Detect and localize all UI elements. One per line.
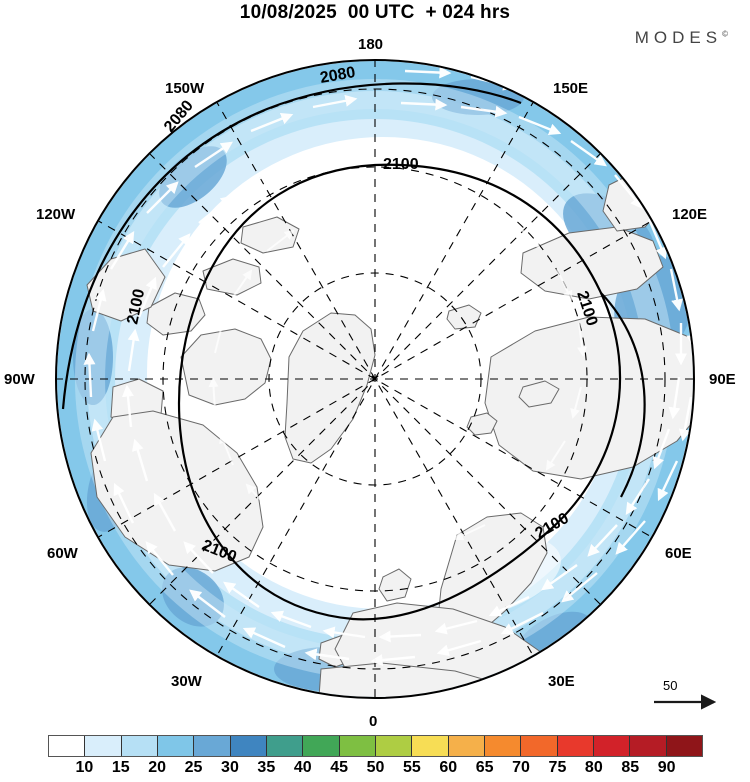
lon-label-90e: 90E bbox=[709, 371, 736, 388]
polar-map[interactable]: 2080 2080 2100 2100 2100 2100 2100 bbox=[53, 57, 697, 701]
colorbar[interactable] bbox=[48, 735, 703, 757]
registered-mark: © bbox=[722, 29, 728, 39]
lon-label-120e: 120E bbox=[672, 206, 708, 223]
colorbar-cell[interactable] bbox=[557, 736, 594, 756]
colorbar-tick-label: 35 bbox=[257, 759, 276, 776]
colorbar-cell[interactable] bbox=[85, 736, 122, 756]
colorbar-ticks: 10 15 20 25 30 35 40 45 50 55 60 65 70 75 80 85 90 bbox=[48, 757, 703, 781]
colorbar-cell[interactable] bbox=[339, 736, 376, 756]
colorbar-cell[interactable] bbox=[266, 736, 304, 756]
colorbar-cell[interactable] bbox=[375, 736, 413, 756]
colorbar-cell[interactable] bbox=[49, 736, 86, 756]
height-contours bbox=[61, 82, 646, 621]
lon-label-30e: 30E bbox=[548, 673, 575, 690]
colorbar-cell[interactable] bbox=[448, 736, 485, 756]
colorbar-cell[interactable] bbox=[630, 736, 667, 756]
colorbar-cell[interactable] bbox=[230, 736, 267, 756]
contour-2100-east bbox=[600, 292, 646, 498]
colorbar-tick-label: 80 bbox=[584, 759, 603, 776]
contour-label: 2080 bbox=[319, 64, 357, 87]
colorbar-tick-label: 70 bbox=[512, 759, 530, 776]
brand-text: MODES bbox=[634, 28, 723, 47]
polar-map-svg[interactable]: 2080 2080 2100 2100 2100 2100 2100 bbox=[53, 57, 697, 701]
lon-label-60w: 60W bbox=[47, 545, 78, 562]
colorbar-tick-label: 20 bbox=[148, 759, 167, 776]
lon-label-30w: 30W bbox=[171, 673, 202, 690]
colorbar-cell[interactable] bbox=[521, 736, 558, 756]
page-title: 10/08/2025 00 UTC + 024 hrs bbox=[239, 2, 511, 23]
colorbar-cell[interactable] bbox=[121, 736, 158, 756]
colorbar-tick-label: 60 bbox=[439, 759, 458, 776]
reference-vector-arrow bbox=[654, 694, 717, 710]
coastlines bbox=[86, 170, 693, 697]
modes-logo: MODES© bbox=[635, 28, 728, 48]
lon-label-0: 0 bbox=[369, 713, 378, 730]
colorbar-tick-label: 55 bbox=[402, 759, 421, 776]
colorbar-cell[interactable] bbox=[484, 736, 522, 756]
colorbar-tick-label: 90 bbox=[657, 759, 676, 776]
colorbar-cell[interactable] bbox=[593, 736, 631, 756]
contour-2100 bbox=[177, 163, 622, 621]
colorbar-tick-label: 45 bbox=[330, 759, 349, 776]
lon-label-90w: 90W bbox=[4, 371, 35, 388]
colorbar-tick-label: 30 bbox=[221, 759, 239, 776]
lon-label-150e: 150E bbox=[553, 80, 589, 97]
lon-label-120w: 120W bbox=[36, 206, 76, 223]
colorbar-cell[interactable] bbox=[194, 736, 231, 756]
colorbar-cell[interactable] bbox=[157, 736, 195, 756]
colorbar-cell[interactable] bbox=[412, 736, 449, 756]
colorbar-tick-label: 40 bbox=[293, 759, 312, 776]
colorbar-tick-label: 50 bbox=[366, 759, 385, 776]
colorbar-tick-label: 75 bbox=[548, 759, 567, 776]
colorbar-tick-label: 15 bbox=[111, 759, 130, 776]
colorbar-tick-label: 65 bbox=[475, 759, 494, 776]
colorbar-cell[interactable] bbox=[303, 736, 340, 756]
colorbar-tick-label: 85 bbox=[621, 759, 640, 776]
globe-outline bbox=[55, 59, 695, 699]
colorbar-tick-label: 25 bbox=[184, 759, 203, 776]
colorbar-cell[interactable] bbox=[666, 736, 702, 756]
graticule bbox=[57, 61, 693, 697]
colorbar-tick-label: 10 bbox=[75, 759, 94, 776]
contour-2080 bbox=[61, 82, 522, 410]
contour-label: 2100 bbox=[383, 156, 419, 173]
reference-vector-label: 50 bbox=[663, 678, 678, 693]
lon-label-150w: 150W bbox=[165, 80, 205, 97]
lon-label-60e: 60E bbox=[665, 545, 692, 562]
lon-label-180: 180 bbox=[358, 36, 384, 53]
